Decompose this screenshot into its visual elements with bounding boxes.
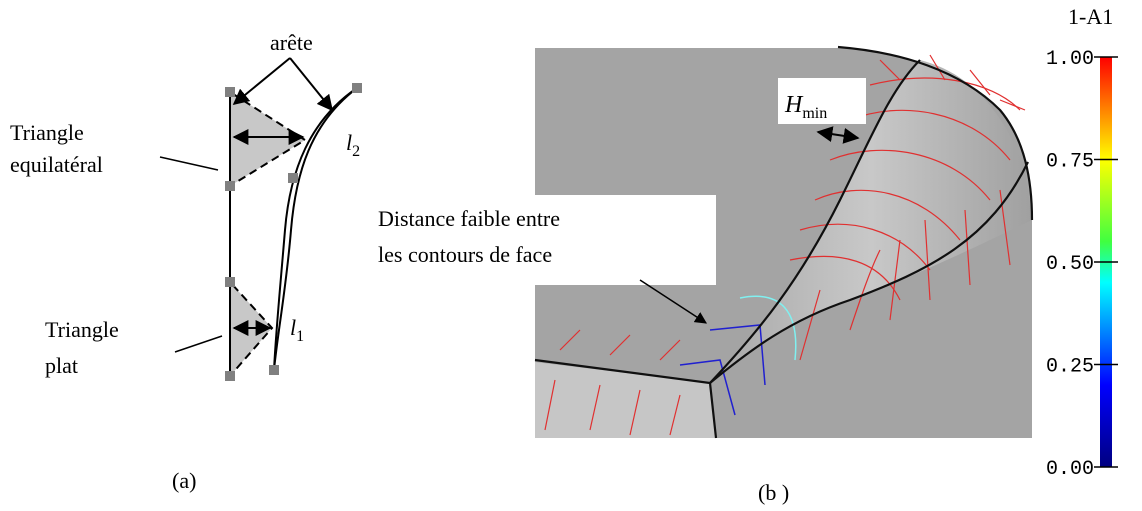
render-face [535, 362, 716, 438]
caption: (a) [172, 468, 196, 493]
leader [159, 156, 219, 171]
colorbar-tick-label: 1.00 [1046, 48, 1094, 71]
arrow [639, 279, 708, 324]
panel-b [370, 45, 1034, 439]
label-box [778, 78, 866, 124]
label-box [370, 195, 716, 285]
note: les contours de face [378, 242, 552, 267]
mesh-lines [544, 54, 1026, 436]
colorbar-tick-label: 0.25 [1046, 356, 1094, 379]
l2: l2 [346, 130, 360, 160]
l1: l1 [290, 315, 304, 345]
hmin-base: H [784, 92, 804, 118]
edge-curve [273, 87, 358, 371]
l2-sub: 2 [352, 143, 360, 160]
colorbar-tick-label: 0.50 [1046, 253, 1094, 276]
arrow [816, 126, 860, 144]
colorbar-tick-label: 0.75 [1046, 151, 1094, 174]
label: Triangle [10, 120, 84, 145]
render-fillet [710, 60, 1032, 383]
edge-curve [273, 91, 353, 371]
colorbar-ticks: 1.00 0.75 0.50 0.25 0.00 [1046, 48, 1118, 481]
edge-label: arête [270, 30, 313, 55]
l1-base: l [290, 315, 296, 340]
triangle-equilateral [229, 90, 307, 188]
l2-base: l [346, 130, 352, 155]
face-contours [534, 45, 1034, 439]
panel-a [159, 57, 362, 381]
caption: (b ) [758, 480, 789, 505]
note: Distance faible entre [378, 206, 560, 231]
colorbar-title: 1-A1 [1068, 4, 1113, 29]
label: equilatéral [10, 152, 103, 177]
l1-sub: 1 [296, 328, 304, 345]
label: Triangle [45, 317, 119, 342]
hmin-sub: min [802, 105, 827, 122]
hmin: Hmin [784, 92, 827, 122]
leader [174, 335, 223, 353]
arrow [289, 57, 334, 112]
label: plat [45, 353, 78, 378]
arrow [232, 57, 291, 106]
colorbar-tick-label: 0.00 [1046, 458, 1094, 481]
